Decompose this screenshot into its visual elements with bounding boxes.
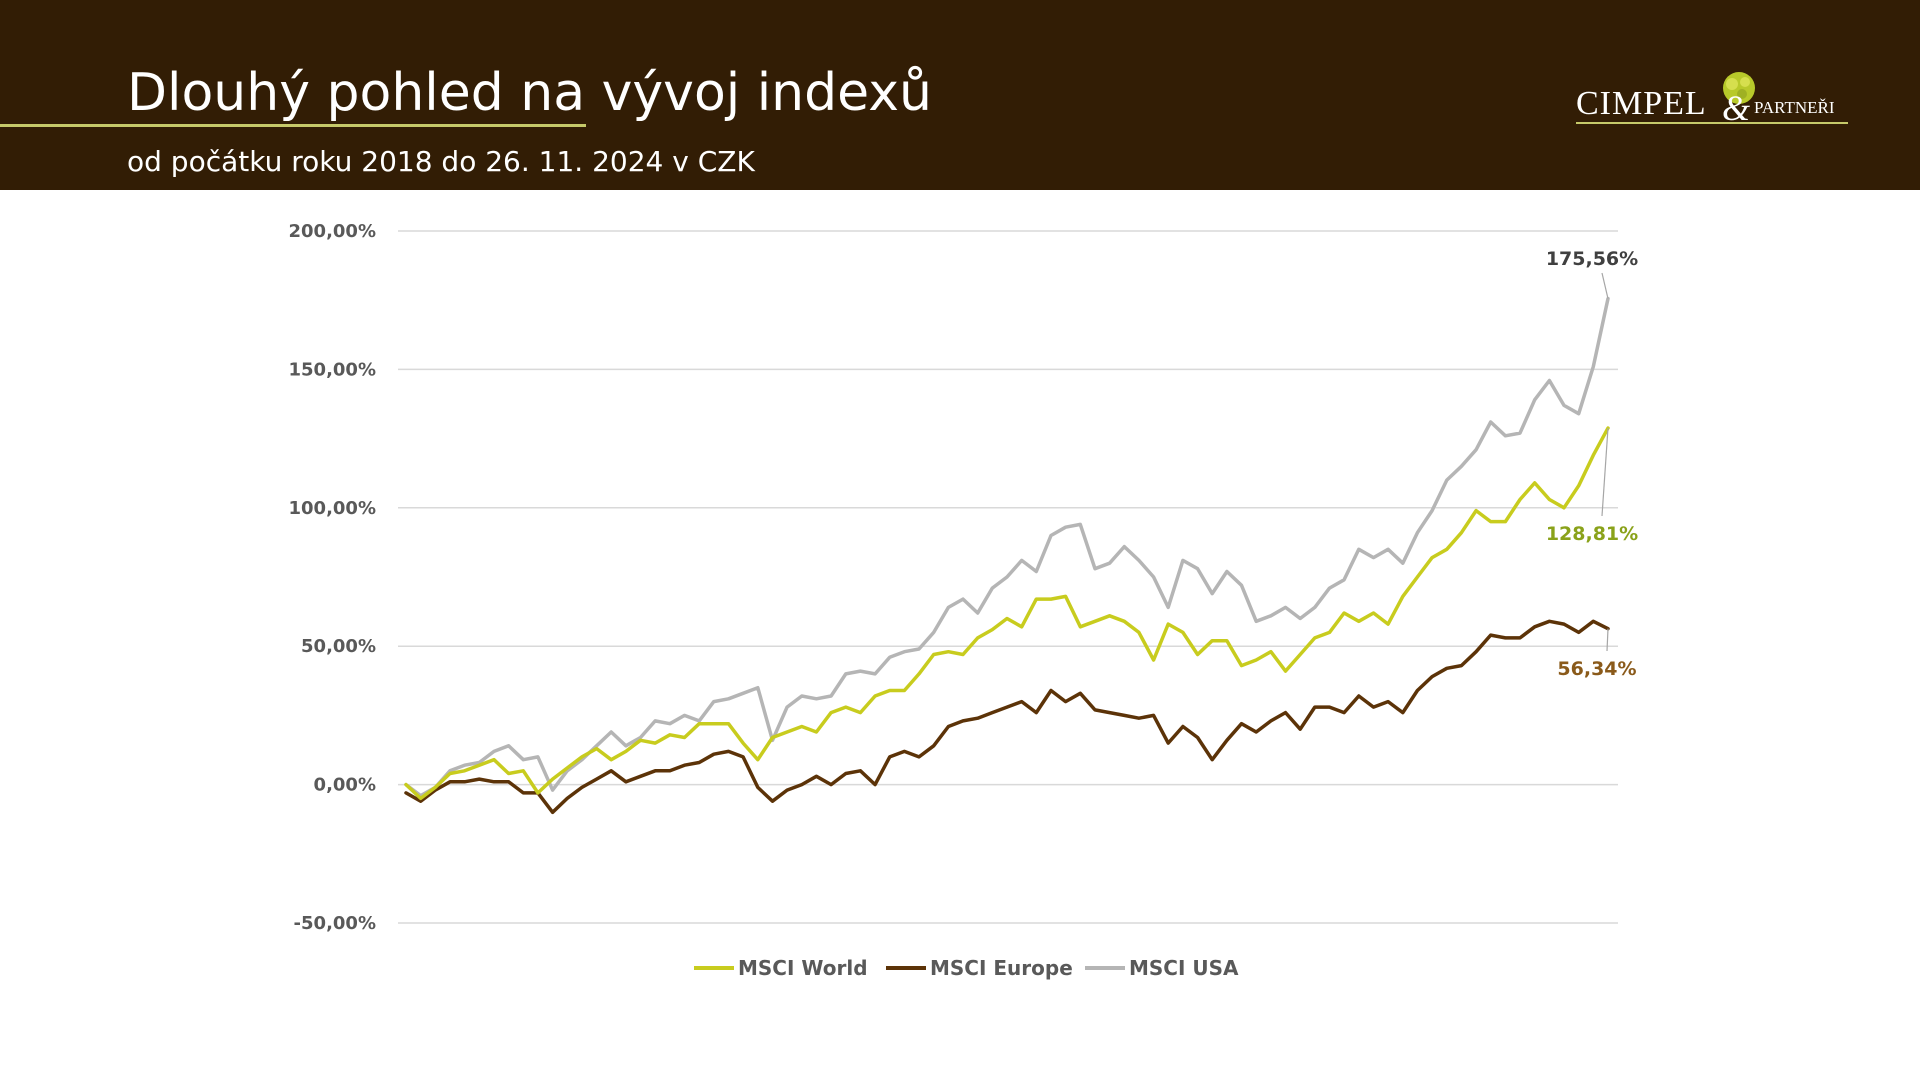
end-label-msci-europe: 56,34%	[1557, 658, 1636, 680]
end-label-msci-world: 128,81%	[1546, 523, 1638, 545]
page-title: Dlouhý pohled na vývoj indexů	[127, 63, 932, 123]
y-tick-label: -50,00%	[294, 913, 376, 934]
logo-ampersand: &	[1722, 88, 1750, 128]
y-tick-label: 100,00%	[289, 498, 377, 519]
end-label-msci-usa: 175,56%	[1546, 248, 1638, 270]
chart-series	[404, 296, 1610, 815]
header-bar	[0, 0, 1920, 190]
legend-label-msci-europe: MSCI Europe	[930, 956, 1073, 980]
y-tick-label: 50,00%	[301, 636, 376, 657]
end-labels: 175,56% 128,81% 56,34%	[1546, 248, 1638, 680]
tree-icon	[1723, 72, 1755, 104]
logo-underline	[1576, 122, 1848, 124]
y-axis-ticks: 200,00% 150,00% 100,00% 50,00% 0,00% -50,00%	[289, 221, 377, 934]
leader-line-msci-europe	[1606, 628, 1609, 652]
company-logo: CIMPEL & PARTNEŘI	[1576, 72, 1848, 128]
series-line-msci-usa	[404, 296, 1610, 798]
logo-name-partners: PARTNEŘI	[1754, 98, 1835, 117]
legend-label-msci-usa: MSCI USA	[1129, 956, 1239, 980]
series-line-msci-world	[404, 426, 1610, 801]
chart-legend: MSCI World MSCI Europe MSCI USA	[694, 956, 1239, 980]
series-line-msci-europe	[404, 619, 1610, 815]
leader-line-msci-usa	[1601, 272, 1609, 299]
legend-label-msci-world: MSCI World	[738, 956, 868, 980]
page-subtitle: od počátku roku 2018 do 26. 11. 2024 v C…	[127, 145, 755, 178]
logo-name-main: CIMPEL	[1576, 85, 1707, 122]
y-tick-label: 150,00%	[289, 359, 377, 380]
y-tick-label: 200,00%	[289, 221, 377, 242]
chart-grid	[398, 230, 1618, 924]
title-underline	[0, 124, 586, 127]
leader-line-msci-world	[1601, 428, 1609, 517]
y-tick-label: 0,00%	[314, 775, 376, 796]
